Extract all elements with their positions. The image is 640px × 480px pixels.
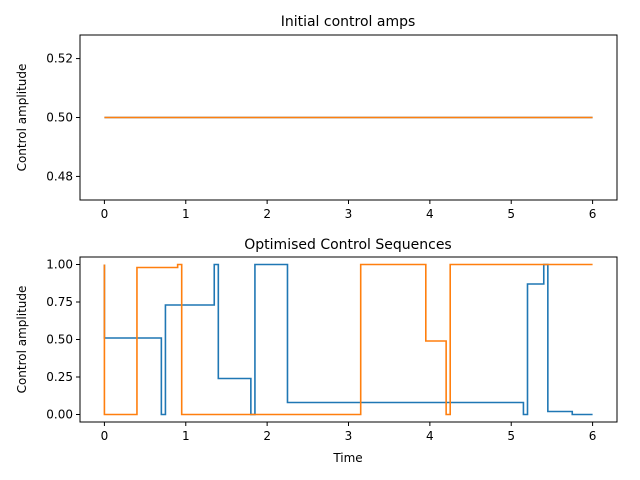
x-tick: 5 xyxy=(507,422,515,443)
plot-area-frame xyxy=(79,256,618,423)
x-tick-label: 1 xyxy=(182,429,190,443)
panel-title: Initial control amps xyxy=(281,14,416,30)
y-tick: 0.52 xyxy=(46,52,80,66)
x-tick: 0 xyxy=(101,200,109,221)
y-tick-label: 0.52 xyxy=(46,52,73,66)
y-tick-label: 0.75 xyxy=(46,295,73,309)
x-tick: 0 xyxy=(101,422,109,443)
y-tick-label: 0.00 xyxy=(46,408,73,422)
series-line-1 xyxy=(103,263,593,416)
y-tick-label: 1.00 xyxy=(46,258,73,272)
x-tick-label: 5 xyxy=(507,207,515,221)
x-tick: 3 xyxy=(345,422,353,443)
y-tick: 0.75 xyxy=(46,295,80,309)
optimised-control-sequences-panel: Optimised Control Sequences 0 1 2 3 4 5 60.000… xyxy=(15,237,618,465)
y-tick: 0.50 xyxy=(46,333,80,347)
y-tick-label: 0.48 xyxy=(46,169,73,183)
x-tick: 5 xyxy=(507,200,515,221)
series-layer xyxy=(103,263,593,416)
x-tick: 4 xyxy=(426,200,434,221)
x-tick: 6 xyxy=(589,422,597,443)
x-tick: 3 xyxy=(345,200,353,221)
y-axis-label: Control amplitude xyxy=(15,286,29,394)
x-tick-label: 3 xyxy=(345,207,353,221)
x-tick-label: 4 xyxy=(426,207,434,221)
y-axis-label: Control amplitude xyxy=(15,64,29,172)
series-line-0 xyxy=(103,263,593,416)
x-tick: 2 xyxy=(263,422,271,443)
y-tick-label: 0.50 xyxy=(46,333,73,347)
y-tick: 0.50 xyxy=(46,111,80,125)
x-tick-label: 4 xyxy=(426,429,434,443)
x-tick-label: 6 xyxy=(589,207,597,221)
panel-title: Optimised Control Sequences xyxy=(244,237,451,253)
y-tick: 0.48 xyxy=(46,169,80,183)
x-tick-label: 1 xyxy=(182,207,190,221)
x-tick: 1 xyxy=(182,422,190,443)
ticks-layer: 0 1 2 3 4 5 6 0.00 0.25 0.50 0.75 1.00 xyxy=(46,258,596,444)
y-tick: 0.25 xyxy=(46,370,80,384)
x-tick-label: 6 xyxy=(589,429,597,443)
x-tick-label: 2 xyxy=(263,207,271,221)
ticks-layer: 0 1 2 3 4 5 6 0.48 0.50 0.52 xyxy=(46,52,596,221)
y-tick-label: 0.50 xyxy=(46,111,73,125)
y-tick: 1.00 xyxy=(46,258,80,272)
x-tick: 4 xyxy=(426,422,434,443)
x-axis-label: Time xyxy=(332,451,362,465)
x-tick: 2 xyxy=(263,200,271,221)
x-tick-label: 0 xyxy=(101,207,109,221)
x-tick-label: 0 xyxy=(101,429,109,443)
plot-area-frame xyxy=(79,34,618,201)
y-tick: 0.00 xyxy=(46,408,80,422)
x-tick: 6 xyxy=(589,200,597,221)
y-tick-label: 0.25 xyxy=(46,370,73,384)
x-tick: 1 xyxy=(182,200,190,221)
x-tick-label: 3 xyxy=(345,429,353,443)
x-tick-label: 5 xyxy=(507,429,515,443)
x-tick-label: 2 xyxy=(263,429,271,443)
initial-control-amps-panel: Initial control amps 0 1 2 3 4 5 6 0.48 0.50 0.52… xyxy=(15,14,618,221)
